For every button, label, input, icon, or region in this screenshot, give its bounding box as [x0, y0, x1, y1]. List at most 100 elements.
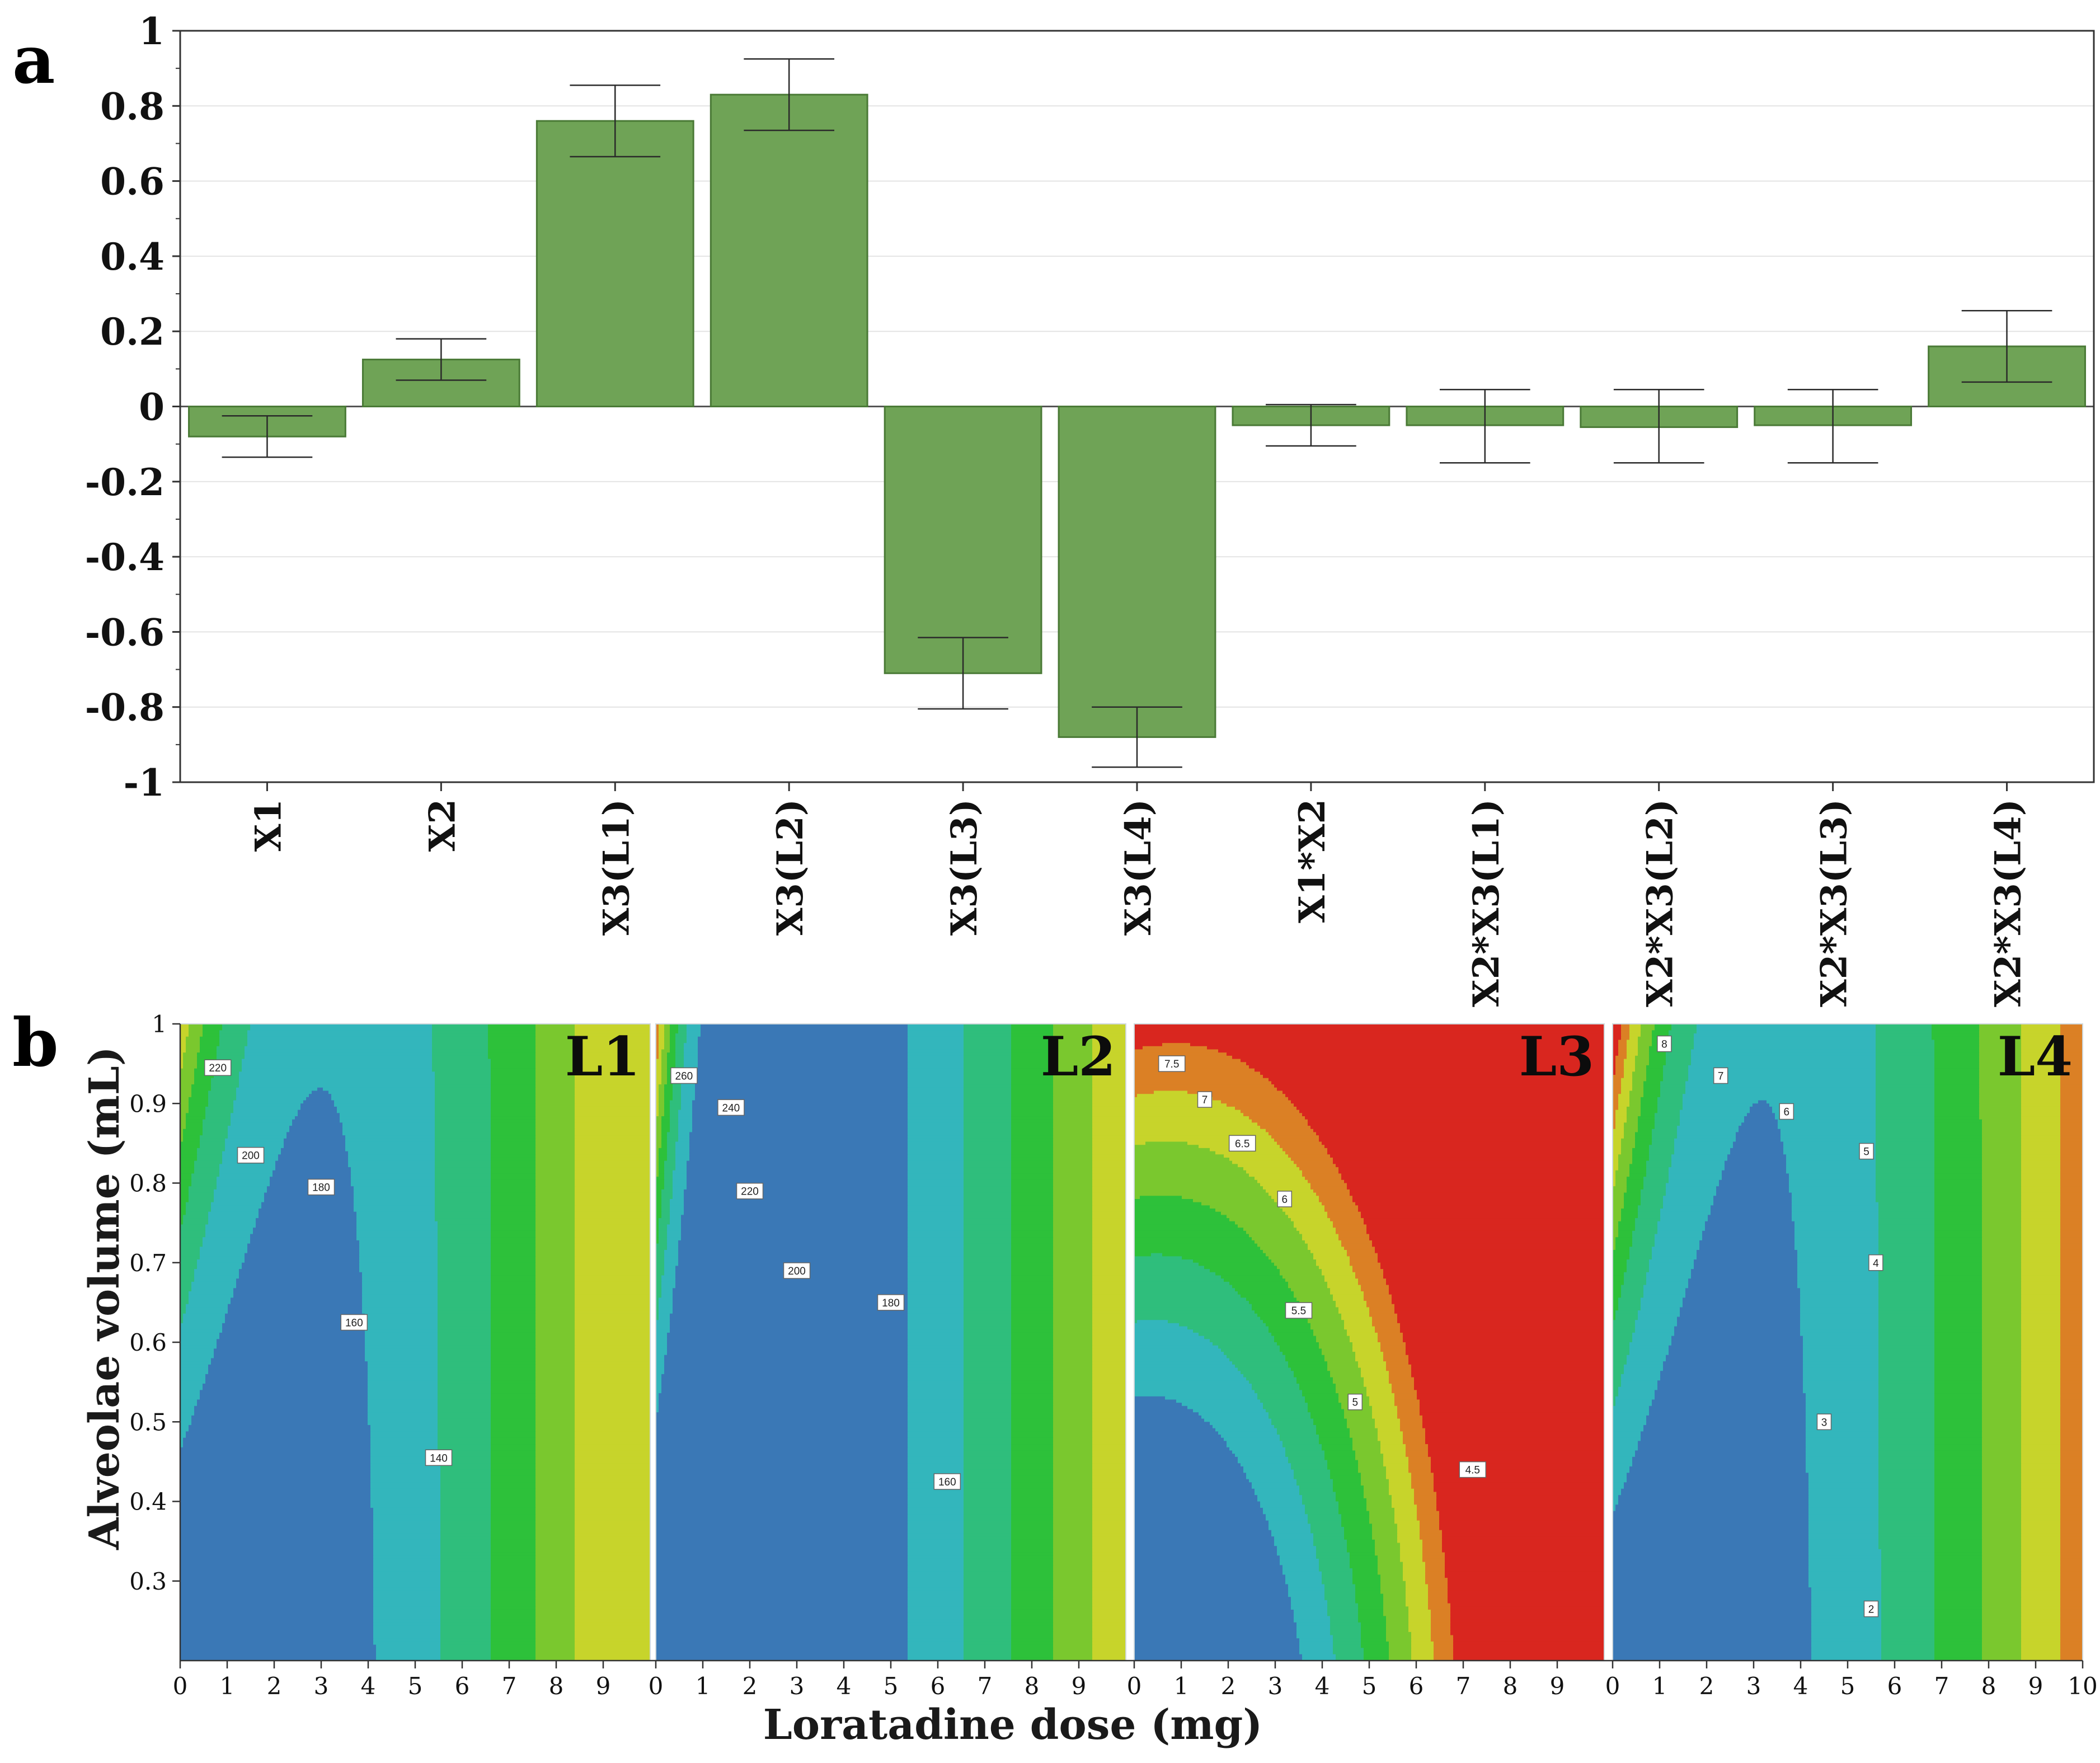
contour-cell: [189, 1027, 203, 1031]
contour-cell: [1255, 1390, 1303, 1394]
contour-cell: [1319, 1198, 1353, 1203]
contour-cell: [661, 1135, 668, 1139]
contour-cell: [964, 1632, 1012, 1636]
contour-cell: [1383, 1355, 1409, 1359]
contour-cell: [908, 1230, 964, 1235]
contour-cell: [1011, 1361, 1054, 1365]
contour-cell: [491, 1600, 536, 1604]
contour-cell: [575, 1543, 650, 1546]
contour-cell: [1327, 1364, 1359, 1369]
contour-cell: [368, 1371, 438, 1375]
contour-cell: [656, 1068, 662, 1073]
contour-cell: [2021, 1084, 2061, 1088]
contour-cell: [659, 1297, 673, 1301]
contour-cell: [1190, 1043, 1604, 1047]
contour-cell: [664, 1027, 670, 1031]
contour-cell: [1134, 1278, 1224, 1282]
contour-cell: [1092, 1116, 1126, 1120]
contour-cell: [491, 1549, 536, 1553]
contour-cell: [1092, 1441, 1126, 1445]
contour-cell: [222, 1326, 365, 1331]
contour-cell: [535, 1262, 575, 1267]
contour-cell: [673, 1094, 682, 1098]
contour-cell: [225, 1313, 365, 1318]
contour-cell: [197, 1055, 217, 1060]
contour-cell: [368, 1396, 438, 1400]
contour-cell: [1876, 1129, 1935, 1133]
contour-cell: [575, 1654, 650, 1658]
contour-cell: [667, 1062, 676, 1066]
contour-cell: [964, 1186, 1012, 1190]
contour-cell: [1934, 1071, 1980, 1075]
contour-cell: [908, 1145, 964, 1149]
contour-cell: [1011, 1262, 1054, 1267]
contour-cell: [1364, 1495, 1392, 1499]
contour-cell: [664, 1367, 908, 1372]
contour-cell: [1092, 1435, 1126, 1438]
contour-cell: [1400, 1552, 1423, 1557]
contour-cell: [368, 1390, 438, 1394]
contour-cell: [1979, 1103, 2022, 1107]
contour-cell: [488, 1052, 536, 1056]
contour-cell: [1011, 1431, 1054, 1435]
contour-cell: [1979, 1090, 2022, 1094]
contour-cell: [440, 1590, 491, 1595]
contour-cell: [435, 1160, 491, 1165]
contour-cell: [1347, 1183, 1604, 1187]
contour-cell: [435, 1094, 491, 1098]
contour-cell: [345, 1138, 435, 1143]
contour-cell: [1434, 1654, 1454, 1658]
contour-cell: [964, 1485, 1012, 1489]
contour-cell: [964, 1167, 1012, 1171]
contour-cell: [661, 1294, 673, 1299]
contour-cell: [491, 1367, 536, 1372]
contour-cell: [908, 1262, 964, 1267]
contour-cell: [535, 1380, 575, 1384]
contour-cell: [491, 1068, 536, 1073]
contour-level-label: 200: [788, 1266, 806, 1277]
contour-cell: [1780, 1135, 1876, 1139]
contour-cell: [908, 1657, 964, 1661]
contour-cell: [1876, 1157, 1935, 1162]
contour-cell: [1627, 1040, 1638, 1043]
contour-cell: [186, 1122, 203, 1126]
contour-cell: [2021, 1052, 2061, 1056]
contour-cell: [1011, 1024, 1054, 1028]
contour-cell: [1282, 1352, 1322, 1356]
contour-cell: [1053, 1040, 1093, 1043]
contour-cell: [1420, 1530, 1443, 1534]
contour-cell: [535, 1113, 575, 1117]
contour-cell: [1313, 1332, 1347, 1337]
contour-cell: [1011, 1075, 1054, 1079]
contour-cell: [675, 1055, 684, 1060]
contour-cell: [964, 1475, 1012, 1480]
contour-cell: [491, 1288, 536, 1292]
contour-cell: [575, 1558, 650, 1563]
contour-cell: [656, 1209, 662, 1212]
contour-cell: [1372, 1405, 1398, 1410]
contour-cell: [281, 1148, 346, 1152]
contour-cell: [351, 1177, 435, 1181]
contour-cell: [438, 1399, 491, 1403]
contour-cell: [180, 1514, 374, 1518]
contour-cell: [695, 1071, 908, 1075]
contour-cell: [1134, 1386, 1252, 1391]
contour-cell: [535, 1555, 575, 1559]
contour-cell: [656, 1211, 662, 1216]
contour-cell: [1232, 1450, 1286, 1454]
contour-cell: [1053, 1377, 1093, 1381]
contour-cell: [656, 1399, 659, 1403]
contour-cell: [667, 1068, 673, 1073]
contour-cell: [491, 1126, 536, 1130]
contour-cell: [1134, 1444, 1227, 1448]
contour-cell: [659, 1106, 665, 1111]
contour-cell: [964, 1456, 1012, 1461]
contour-cell: [180, 1336, 220, 1340]
contour-cell: [368, 1415, 438, 1419]
contour-cell: [1151, 1253, 1163, 1257]
contour-cell: [306, 1097, 332, 1101]
contour-cell: [1876, 1049, 1935, 1054]
contour-cell: [1652, 1030, 1669, 1034]
contour-cell: [1092, 1412, 1126, 1416]
